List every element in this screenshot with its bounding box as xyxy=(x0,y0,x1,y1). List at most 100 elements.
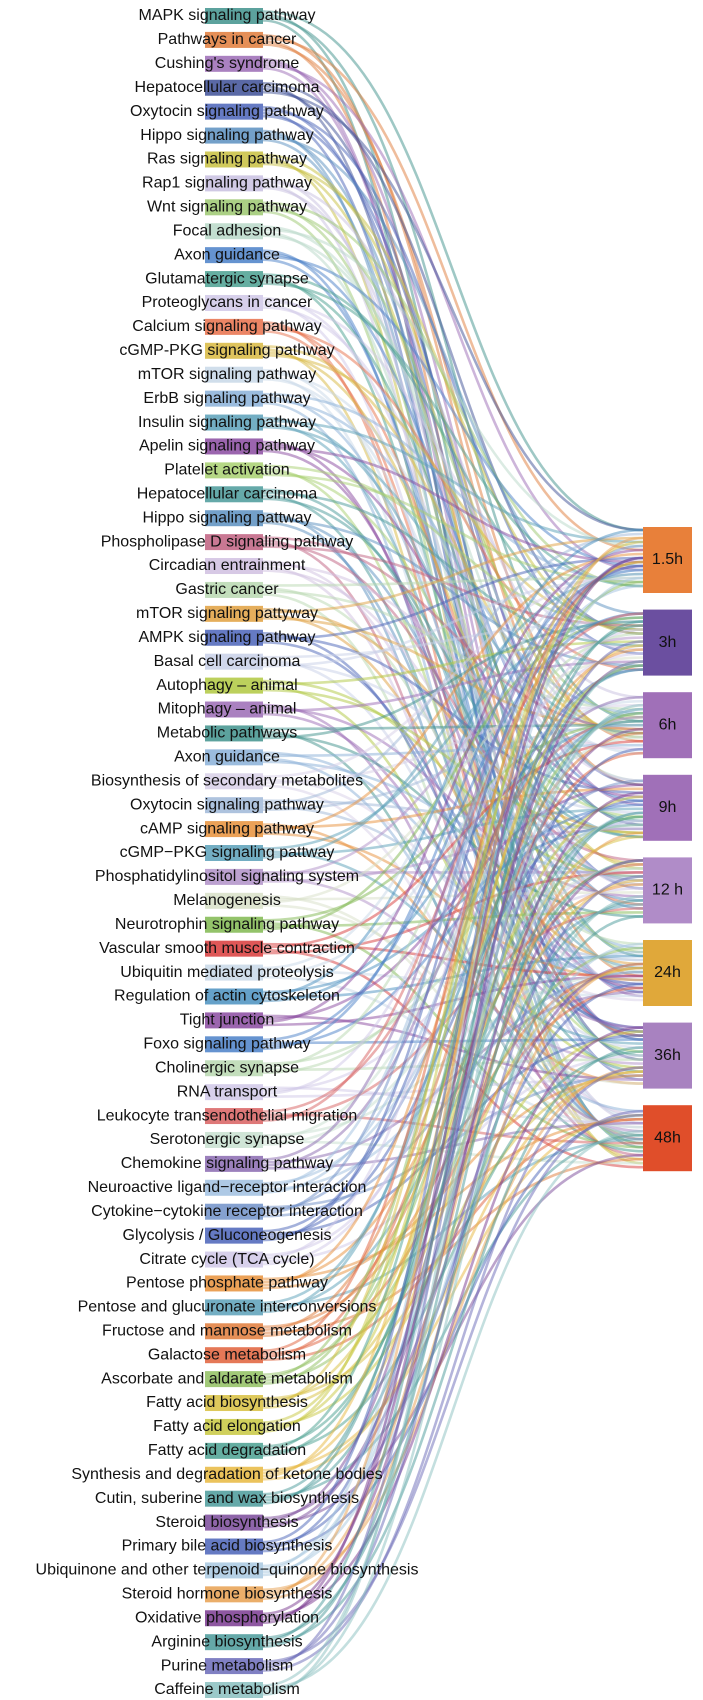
pathway-bar xyxy=(205,1442,263,1459)
pathway-bar xyxy=(205,366,263,383)
pathway-label: Oxidative phosphorylation xyxy=(135,1609,319,1626)
link xyxy=(262,90,644,532)
pathway-bar xyxy=(205,1610,263,1627)
link xyxy=(262,628,644,1260)
pathway-bar xyxy=(205,677,263,694)
link xyxy=(262,636,644,877)
timepoint-label: 36h xyxy=(654,1047,681,1064)
link xyxy=(262,544,644,1215)
link xyxy=(262,576,644,668)
link xyxy=(262,572,644,779)
link xyxy=(262,803,644,1048)
pathway-label: Phosphatidylinositol signaling system xyxy=(95,868,359,885)
pathway-bar xyxy=(205,438,263,455)
link xyxy=(262,731,644,1332)
link xyxy=(262,703,644,1687)
pathway-bar xyxy=(205,725,263,742)
labels: MAPK signaling pathway Pathways in cancer… xyxy=(36,7,684,1698)
pathway-bar xyxy=(205,916,263,933)
pathway-bar xyxy=(205,1012,263,1029)
pathway-bar xyxy=(205,1036,263,1053)
link xyxy=(262,831,644,1595)
pathway-label: Rap1 signaling pathway xyxy=(142,175,312,192)
timepoint-node xyxy=(643,692,692,759)
pathway-label: Phospholipase D signaling pathway xyxy=(101,533,354,550)
link xyxy=(262,875,644,1666)
link xyxy=(262,612,644,1042)
pathway-label: RNA transport xyxy=(177,1083,278,1100)
link xyxy=(262,279,644,823)
pathway-label: Hippo signaling pattway xyxy=(143,509,312,526)
pathway-label: Metabolic pathways xyxy=(157,725,298,742)
link xyxy=(262,1129,644,1690)
link xyxy=(262,228,644,548)
link xyxy=(262,660,644,1696)
pathway-bar xyxy=(205,271,263,288)
pathway-label: Gastric cancer xyxy=(175,581,279,598)
pathway-bar xyxy=(205,462,263,479)
pathway-bar xyxy=(205,797,263,814)
link xyxy=(262,37,644,552)
timepoint-label: 12 h xyxy=(652,882,683,899)
pathway-bar xyxy=(205,1084,263,1101)
pathway-label: Foxo signaling pathway xyxy=(143,1036,310,1053)
pathway-label: Chemokine signaling pathway xyxy=(121,1155,334,1172)
link xyxy=(262,180,644,699)
pathway-bar xyxy=(205,1634,263,1651)
pathway-label: cGMP-PKG signaling pathway xyxy=(119,342,334,359)
pathway-bar xyxy=(205,773,263,790)
pathway-label: Focal adhesion xyxy=(173,222,282,239)
pathway-bar xyxy=(205,151,263,168)
link xyxy=(262,616,644,931)
pathway-bar xyxy=(205,1251,263,1268)
pathway-bar xyxy=(205,964,263,981)
pathway-label: mTOR signaling pattyway xyxy=(136,605,318,622)
pathway-bar xyxy=(205,605,263,622)
pathway-bar xyxy=(205,558,263,575)
pathway-label: Mitophagy – animal xyxy=(158,701,297,718)
pathway-label: Ascorbate and aldarate metabolism xyxy=(101,1370,353,1387)
link xyxy=(262,536,644,614)
pathway-bar xyxy=(205,1347,263,1364)
pathway-bar xyxy=(205,1299,263,1316)
link xyxy=(262,640,644,686)
pathway-bar xyxy=(205,510,263,527)
link xyxy=(262,640,644,1669)
pathway-bar xyxy=(205,1227,263,1244)
pathway-bar xyxy=(205,988,263,1005)
pathway-bar xyxy=(205,1275,263,1292)
link xyxy=(262,556,644,1625)
pathway-label: Leukocyte transendothelial migration xyxy=(97,1107,358,1124)
pathway-label: Serotonergic synapse xyxy=(150,1131,305,1148)
timepoint-label: 6h xyxy=(659,716,677,733)
timepoint-label: 9h xyxy=(659,799,677,816)
link xyxy=(262,580,644,1379)
pathway-label: Calcium signaling pathway xyxy=(132,318,321,335)
pathway-label: cAMP signaling pathway xyxy=(140,820,314,837)
pathway-bar xyxy=(205,653,263,670)
link xyxy=(262,608,644,835)
link xyxy=(262,67,644,998)
link xyxy=(262,715,644,1113)
pathway-label: Hepatocellular carcinoma xyxy=(137,486,318,503)
pathway-label: Synthesis and degradation of ketone bodi… xyxy=(71,1466,382,1483)
pathway-label: Basal cell carcinoma xyxy=(154,653,301,670)
pathway-label: Glycolysis / Gluconeogenesis xyxy=(123,1227,332,1244)
link xyxy=(262,560,644,1352)
link xyxy=(262,81,644,635)
pathway-label: Circadian entrainment xyxy=(149,557,306,574)
link xyxy=(262,895,644,1693)
pathway-label: Ubiquinone and other terpenoid−quinone b… xyxy=(36,1562,419,1579)
nodes xyxy=(643,527,692,1172)
link xyxy=(262,201,644,588)
pathway-bar xyxy=(205,1371,263,1388)
pathway-label: Platelet activation xyxy=(164,462,289,479)
link xyxy=(262,207,644,719)
pathway-bar xyxy=(205,127,263,144)
pathway-label: Pathways in cancer xyxy=(158,31,297,48)
link xyxy=(262,419,644,544)
pathway-label: Galactose metabolism xyxy=(148,1346,306,1363)
pathway-label: Citrate cycle (TCA cycle) xyxy=(139,1251,314,1268)
pathway-label: Fatty acid biosynthesis xyxy=(146,1394,308,1411)
link xyxy=(262,556,644,1544)
